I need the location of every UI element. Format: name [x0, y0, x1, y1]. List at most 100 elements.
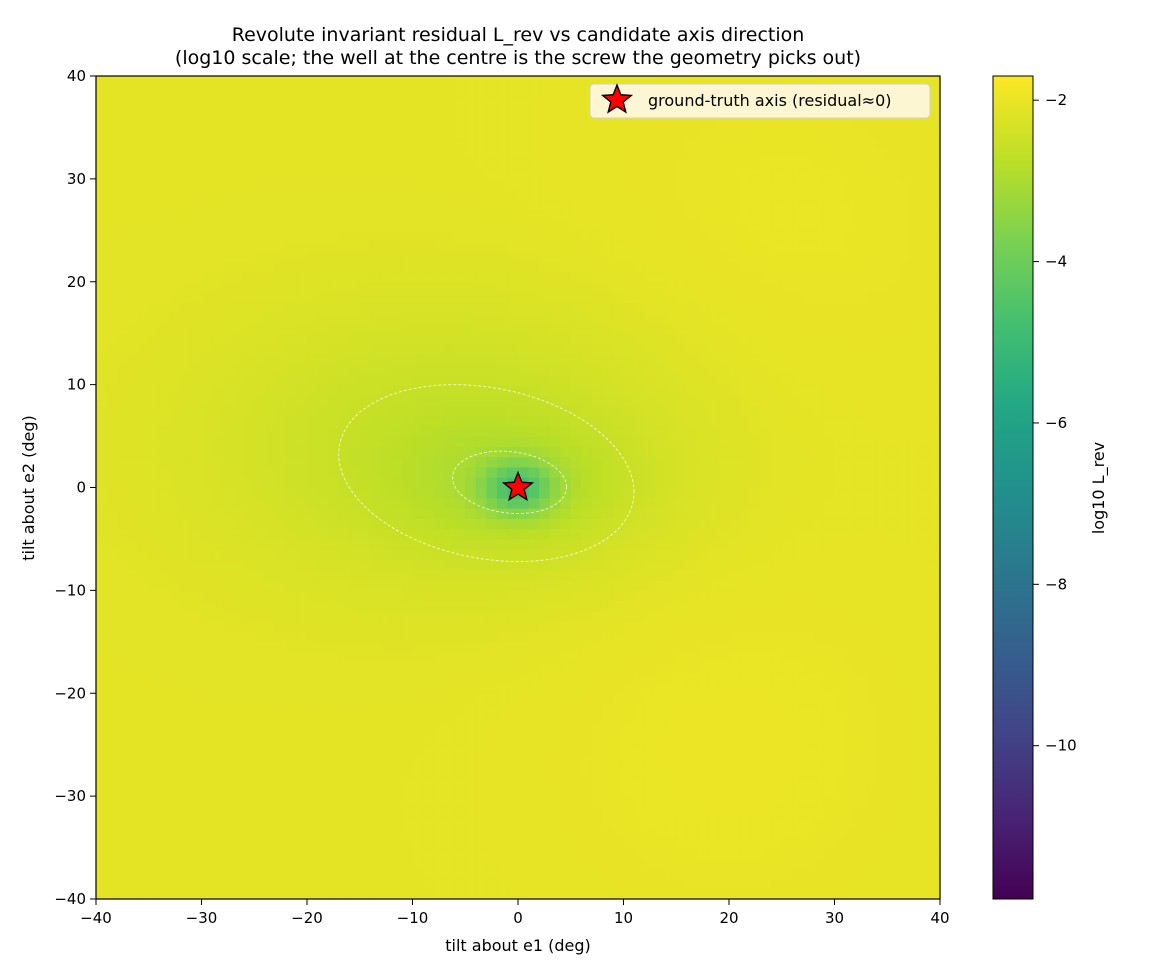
heatmap-cell	[212, 106, 224, 118]
heatmap-cell	[602, 816, 614, 828]
heatmap-cell	[349, 652, 361, 663]
heatmap-cell	[729, 117, 741, 129]
heatmap-cell	[138, 333, 150, 345]
heatmap-cell	[623, 621, 635, 633]
heatmap-cell	[307, 333, 319, 345]
heatmap-cell	[338, 888, 350, 900]
heatmap-cell	[317, 220, 329, 231]
heatmap-cell	[496, 466, 509, 478]
heatmap-cell	[686, 220, 698, 231]
heatmap-cell	[454, 487, 466, 499]
heatmap-cell	[285, 405, 298, 417]
heatmap-cell	[233, 713, 245, 725]
heatmap-cell	[317, 343, 329, 355]
heatmap-cell	[465, 364, 477, 375]
heatmap-cell	[412, 76, 424, 87]
heatmap-cell	[697, 137, 709, 149]
heatmap-cell	[169, 508, 181, 519]
heatmap-cell	[496, 302, 509, 314]
heatmap-cell	[560, 374, 572, 386]
heatmap-cell	[560, 199, 572, 211]
heatmap-cell	[539, 744, 551, 756]
heatmap-cell	[496, 137, 509, 149]
heatmap-cell	[665, 754, 677, 766]
heatmap-cell	[349, 549, 361, 561]
heatmap-cell	[359, 106, 371, 118]
heatmap-cell	[243, 127, 255, 139]
heatmap-cell	[686, 878, 698, 890]
heatmap-cell	[296, 127, 308, 139]
heatmap-cell	[285, 374, 298, 386]
heatmap-cell	[96, 374, 108, 386]
heatmap-cell	[275, 785, 287, 797]
heatmap-cell	[665, 878, 677, 890]
heatmap-cell	[328, 868, 340, 880]
heatmap-cell	[475, 559, 487, 571]
heatmap-cell	[317, 569, 329, 581]
heatmap-cell	[739, 775, 751, 787]
heatmap-cell	[190, 374, 203, 386]
heatmap-cell	[718, 672, 730, 684]
heatmap-cell	[159, 189, 171, 201]
heatmap-cell	[254, 826, 266, 838]
heatmap-cell	[117, 754, 129, 766]
heatmap-cell	[380, 744, 392, 756]
heatmap-cell	[138, 477, 150, 489]
heatmap-cell	[380, 693, 392, 705]
heatmap-cell	[233, 569, 245, 581]
heatmap-cell	[401, 724, 414, 735]
heatmap-cell	[380, 394, 392, 406]
heatmap-cell	[518, 796, 530, 808]
heatmap-cell	[380, 189, 392, 201]
heatmap-cell	[180, 497, 192, 509]
heatmap-cell	[686, 744, 698, 756]
heatmap-cell	[138, 610, 150, 622]
heatmap-cell	[454, 322, 466, 334]
heatmap-cell	[612, 271, 625, 283]
heatmap-cell	[412, 220, 424, 231]
heatmap-cell	[423, 333, 435, 345]
heatmap-cell	[560, 847, 572, 859]
heatmap-cell	[317, 816, 329, 828]
heatmap-cell	[697, 292, 709, 303]
heatmap-cell	[307, 528, 319, 540]
heatmap-cell	[296, 302, 308, 314]
heatmap-cell	[127, 600, 139, 612]
heatmap-cell	[275, 682, 287, 694]
heatmap-cell	[138, 364, 150, 375]
heatmap-cell	[423, 569, 435, 581]
heatmap-cell	[634, 508, 646, 519]
heatmap-cell	[222, 158, 234, 170]
heatmap-cell	[686, 322, 698, 334]
heatmap-cell	[233, 590, 245, 602]
heatmap-cell	[212, 724, 224, 735]
heatmap-cell	[560, 682, 572, 694]
heatmap-cell	[370, 178, 382, 190]
heatmap-cell	[401, 230, 414, 242]
heatmap-cell	[612, 497, 625, 509]
heatmap-cell	[233, 302, 245, 314]
heatmap-cell	[106, 621, 118, 633]
heatmap-cell	[454, 631, 466, 643]
heatmap-cell	[423, 76, 435, 87]
heatmap-cell	[254, 662, 266, 674]
heatmap-cell	[665, 559, 677, 571]
heatmap-cell	[623, 127, 635, 139]
heatmap-cell	[665, 76, 677, 87]
heatmap-cell	[106, 693, 118, 705]
heatmap-cell	[307, 734, 319, 746]
heatmap-cell	[539, 775, 551, 787]
heatmap-cell	[697, 374, 709, 386]
heatmap-cell	[138, 868, 150, 880]
heatmap-cell	[96, 189, 108, 201]
heatmap-cell	[591, 600, 603, 612]
heatmap-cell	[275, 364, 287, 375]
heatmap-cell	[190, 415, 203, 427]
heatmap-cell	[254, 199, 266, 211]
heatmap-cell	[307, 641, 319, 653]
heatmap-cell	[623, 816, 635, 828]
heatmap-cell	[401, 178, 414, 190]
heatmap-cell	[243, 425, 255, 437]
heatmap-cell	[433, 538, 445, 550]
heatmap-cell	[254, 106, 266, 118]
